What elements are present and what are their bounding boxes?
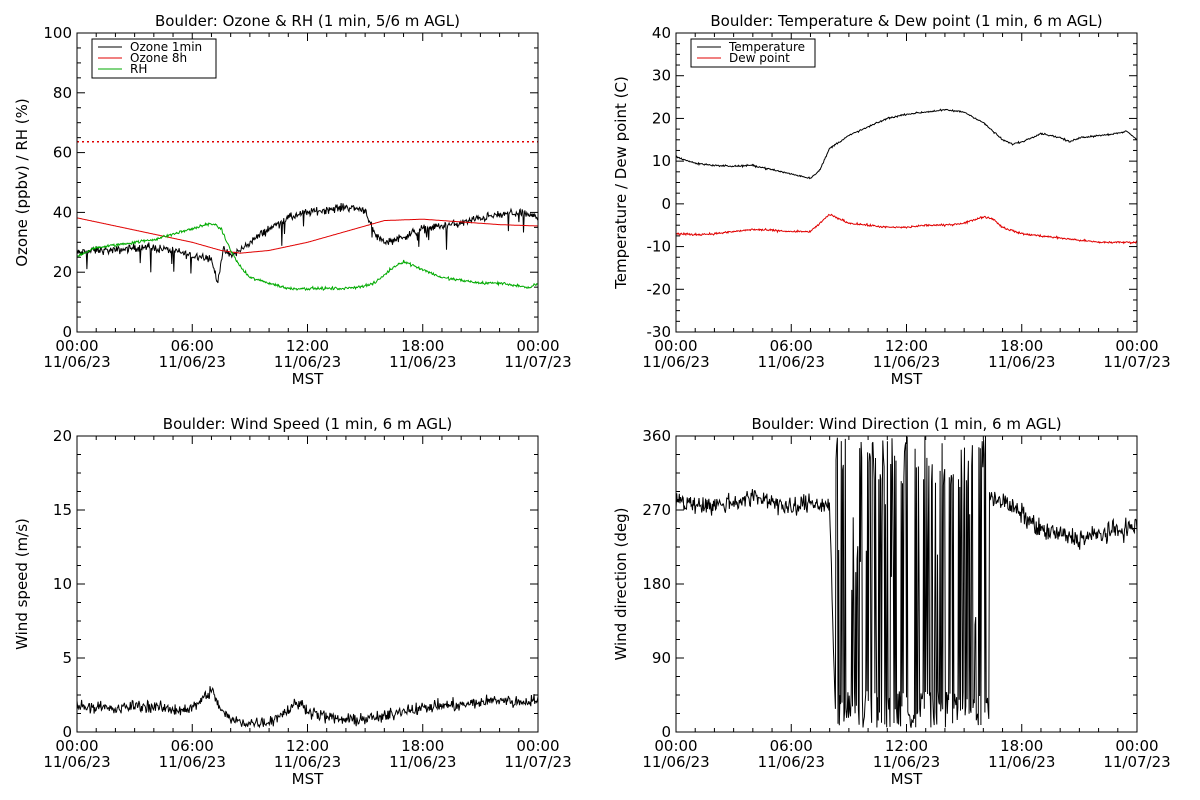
series-line-temperature	[676, 108, 1137, 180]
x-tick-label-time: 18:00	[401, 337, 444, 355]
y-tick-label: 360	[642, 427, 671, 445]
y-tick-label: 40	[53, 203, 72, 221]
x-tick-label-time: 00:00	[654, 337, 697, 355]
plot-frame	[76, 435, 539, 733]
x-axis-label: MST	[891, 370, 923, 388]
y-tick-label: 10	[53, 575, 72, 593]
x-tick-label-date: 11/06/23	[43, 753, 110, 771]
x-tick-label-time: 00:00	[55, 337, 98, 355]
x-tick-label-date: 11/06/23	[274, 353, 341, 371]
x-tick-label-date: 11/06/23	[274, 753, 341, 771]
y-tick-label: 10	[652, 152, 671, 170]
y-tick-label: -30	[647, 323, 672, 341]
chart-panel-3: Boulder: Wind Speed (1 min, 6 m AGL) 0 5 10…	[13, 415, 572, 788]
x-tick-label-time: 06:00	[171, 737, 214, 755]
chart-title: Boulder: Wind Direction (1 min, 6 m AGL)	[751, 415, 1061, 433]
y-axis-label: Wind speed (m/s)	[13, 518, 31, 650]
x-tick-label-time: 12:00	[885, 337, 928, 355]
y-tick-label: 0	[62, 323, 72, 341]
x-tick-label-date: 11/06/23	[873, 753, 940, 771]
x-tick-label-date: 11/06/23	[389, 753, 456, 771]
x-tick-label-time: 18:00	[401, 737, 444, 755]
y-tick-label: 90	[652, 649, 671, 667]
x-tick-label-date: 11/06/23	[389, 353, 456, 371]
y-tick-label: -20	[647, 280, 672, 298]
y-axis-label: Ozone (ppbv) / RH (%)	[13, 98, 31, 267]
x-axis-label: MST	[891, 770, 923, 788]
x-tick-label-date: 11/06/23	[988, 353, 1055, 371]
series-line-ozone-8h	[77, 217, 538, 254]
x-tick-label-date: 11/06/23	[642, 753, 709, 771]
chart-panel-2: Boulder: Temperature & Dew point (1 min,…	[612, 12, 1171, 388]
x-tick-label-date: 11/06/23	[758, 753, 825, 771]
y-tick-label: 20	[652, 109, 671, 127]
legend-box	[690, 38, 816, 68]
x-tick-label-time: 06:00	[770, 337, 813, 355]
series-line-data	[77, 686, 538, 729]
chart-panel-1: Boulder: Ozone & RH (1 min, 5/6 m AGL) 0 2…	[13, 12, 572, 388]
y-tick-label: 180	[642, 575, 671, 593]
x-tick-label-date: 11/07/23	[1103, 353, 1170, 371]
y-tick-label: 80	[53, 84, 72, 102]
x-tick-label-time: 00:00	[654, 737, 697, 755]
x-tick-label-time: 00:00	[516, 337, 559, 355]
plot-frame	[76, 32, 539, 333]
x-tick-label-date: 11/07/23	[504, 353, 571, 371]
chart-title: Boulder: Temperature & Dew point (1 min,…	[710, 12, 1102, 30]
x-tick-label-time: 00:00	[1115, 337, 1158, 355]
legend-label: RH	[130, 62, 147, 76]
x-tick-label-date: 11/06/23	[159, 753, 226, 771]
x-tick-label-time: 18:00	[1000, 337, 1043, 355]
y-tick-label: 30	[652, 67, 671, 85]
series-line-dew-point	[676, 213, 1137, 245]
x-tick-label-time: 00:00	[516, 737, 559, 755]
y-tick-label: 0	[661, 723, 671, 741]
x-tick-label-date: 11/06/23	[642, 353, 709, 371]
chart-title: Boulder: Ozone & RH (1 min, 5/6 m AGL)	[155, 12, 460, 30]
plot-frame	[675, 435, 1138, 733]
series-line-data	[676, 436, 1137, 728]
legend-label: Ozone 8h	[130, 51, 187, 65]
x-tick-label-date: 11/06/23	[43, 353, 110, 371]
x-tick-label-date: 11/06/23	[159, 353, 226, 371]
plot-frame	[675, 32, 1138, 333]
series-line-rh	[77, 221, 538, 292]
x-tick-label-time: 18:00	[1000, 737, 1043, 755]
x-tick-label-time: 12:00	[286, 737, 329, 755]
y-tick-label: 0	[661, 195, 671, 213]
x-tick-label-time: 12:00	[286, 337, 329, 355]
chart-panel-4: Boulder: Wind Direction (1 min, 6 m AGL)…	[612, 415, 1171, 788]
x-tick-label-time: 00:00	[55, 737, 98, 755]
y-tick-label: 15	[53, 501, 72, 519]
x-tick-label-date: 11/06/23	[873, 353, 940, 371]
x-axis-label: MST	[292, 770, 324, 788]
y-tick-label: -10	[647, 238, 672, 256]
x-axis-label: MST	[292, 370, 324, 388]
x-tick-label-date: 11/06/23	[988, 753, 1055, 771]
x-tick-label-date: 11/06/23	[758, 353, 825, 371]
series-line-ozone-1min	[77, 202, 538, 284]
y-tick-label: 20	[53, 427, 72, 445]
chart-title: Boulder: Wind Speed (1 min, 6 m AGL)	[163, 415, 452, 433]
y-axis-label: Temperature / Dew point (C)	[612, 76, 630, 290]
legend-label: Ozone 1min	[130, 40, 202, 54]
x-tick-label-time: 06:00	[171, 337, 214, 355]
y-tick-label: 100	[43, 24, 72, 42]
x-tick-label-date: 11/07/23	[1103, 753, 1170, 771]
x-tick-label-time: 12:00	[885, 737, 928, 755]
legend-label: Dew point	[729, 51, 790, 65]
y-tick-label: 5	[62, 649, 72, 667]
y-tick-label: 270	[642, 501, 671, 519]
x-tick-label-date: 11/07/23	[504, 753, 571, 771]
x-tick-label-time: 06:00	[770, 737, 813, 755]
y-tick-label: 20	[53, 263, 72, 281]
y-tick-label: 0	[62, 723, 72, 741]
legend-label: Temperature	[728, 40, 805, 54]
y-tick-label: 60	[53, 144, 72, 162]
y-tick-label: 40	[652, 24, 671, 42]
x-tick-label-time: 00:00	[1115, 737, 1158, 755]
y-axis-label: Wind direction (deg)	[612, 508, 630, 661]
